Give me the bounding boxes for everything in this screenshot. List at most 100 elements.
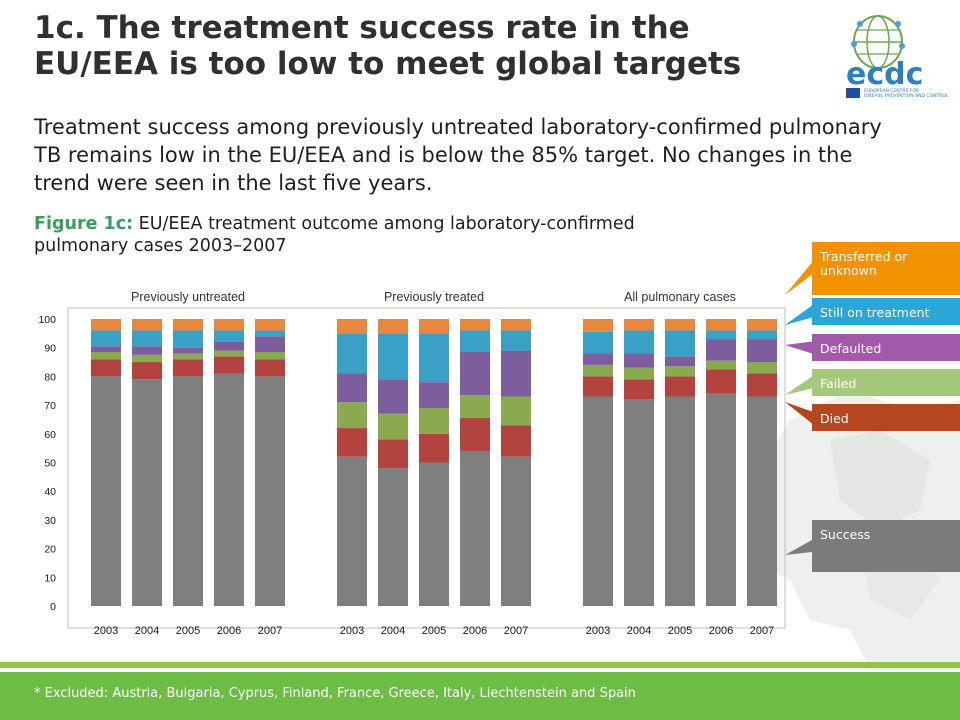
bar-segment [665, 319, 695, 331]
bar-segment [501, 396, 531, 426]
bar-segment [378, 439, 408, 469]
legend-item: Defaulted [812, 334, 960, 361]
plot-frame [67, 307, 786, 629]
bar-segment [624, 319, 654, 331]
bar-segment [706, 319, 736, 331]
bar-segment [255, 336, 285, 353]
footnote-bar: * Excluded: Austria, Bulgaria, Cyprus, F… [0, 672, 960, 720]
bar-segment [214, 356, 244, 374]
figure-caption: Figure 1c: EU/EEA treatment outcome amon… [34, 213, 674, 257]
bar-segment [214, 373, 244, 606]
bar-segment [460, 395, 490, 419]
globe-icon [851, 15, 905, 69]
bar-segment [419, 333, 449, 383]
slide-subtitle: Treatment success among previously untre… [34, 115, 882, 195]
bar-segment [501, 425, 531, 457]
bar-segment [91, 330, 121, 347]
bar-segment [337, 373, 367, 403]
bar-segment [460, 418, 490, 452]
bar-segment [747, 330, 777, 340]
bar-segment [460, 319, 490, 331]
legend-label: Success [820, 527, 871, 542]
bar-segment [624, 367, 654, 380]
bar-segment [624, 399, 654, 606]
y-tick-label: 10 [44, 572, 56, 584]
bar-segment [460, 451, 490, 606]
bar-segment [583, 396, 613, 606]
y-tick-label: 70 [44, 400, 56, 412]
bar-segment [255, 376, 285, 606]
bar-segment [214, 341, 244, 351]
bar-segment [91, 352, 121, 360]
bar-segment [173, 353, 203, 360]
legend-item: Failed [812, 369, 960, 396]
bar-segment [706, 330, 736, 340]
bar-segment [173, 319, 203, 331]
bar-segment [337, 428, 367, 457]
x-tick-label: 2003 [586, 625, 610, 637]
bar-segment [624, 353, 654, 368]
y-tick-label: 0 [50, 601, 56, 613]
bar-segment [91, 319, 121, 331]
stacked-bar-chart: 0 10 20 30 40 50 60 70 80 90 100 Previously untreat… [38, 290, 786, 637]
bar-segment [132, 362, 162, 380]
footnote-text: * Excluded: Austria, Bulgaria, Cyprus, F… [34, 686, 636, 701]
bar-segment [665, 366, 695, 377]
bar-segment [378, 319, 408, 334]
slide-title: 1c. The treatment success rate in the EU… [34, 10, 742, 82]
y-tick-label: 50 [44, 458, 56, 470]
bar-segment [91, 359, 121, 377]
panel-title: All pulmonary cases [624, 290, 736, 304]
svg-text:DISEASE PREVENTION AND CONTROL: DISEASE PREVENTION AND CONTROL [864, 93, 949, 99]
x-tick-label: 2006 [709, 625, 733, 637]
ecdc-logo: ecdc EUROPEAN CENTRE FOR DISEASE PREVENT… [846, 15, 949, 99]
legend-label: Failed [820, 376, 857, 391]
bar-segment [132, 319, 162, 331]
y-tick-label: 90 [44, 343, 56, 355]
bar-segment [419, 462, 449, 606]
bar-segment [214, 330, 244, 342]
footer-band [0, 662, 960, 668]
bar-segment [337, 319, 367, 334]
bar-segment [378, 379, 408, 414]
bar-segment [132, 379, 162, 606]
bar-segment [583, 376, 613, 397]
bar-segment [132, 354, 162, 363]
bar-segment [132, 330, 162, 347]
bar-segment [337, 333, 367, 374]
bar-segment [460, 330, 490, 353]
bar-segment [665, 396, 695, 606]
bar-segment [747, 319, 777, 331]
legend-item: Success [812, 520, 960, 572]
bar-segment [255, 352, 285, 360]
y-tick-label: 60 [44, 429, 56, 441]
x-tick-label: 2003 [340, 625, 364, 637]
bar-segment [378, 333, 408, 380]
bar-segment [91, 376, 121, 606]
bar-segment [501, 319, 531, 331]
bar-segment [583, 331, 613, 354]
bar-segment [665, 330, 695, 357]
bar-segment [173, 376, 203, 606]
bar-segment [214, 319, 244, 331]
bar-segment [378, 468, 408, 606]
x-tick-label: 2003 [94, 625, 118, 637]
y-tick-label: 30 [44, 515, 56, 527]
bar-segment [747, 396, 777, 606]
bar-segment [624, 379, 654, 400]
bar-segment [747, 373, 777, 397]
y-tick-label: 80 [44, 371, 56, 383]
bar-segment [255, 330, 285, 337]
bar-segment [747, 339, 777, 363]
bar-segment [173, 359, 203, 377]
bar-segment [706, 369, 736, 394]
bar-segment [706, 393, 736, 606]
bar-segment [173, 347, 203, 354]
legend-item: Transferred or unknown [812, 242, 960, 295]
bar-segment [665, 376, 695, 397]
legend-label: Still on treatment [820, 305, 930, 320]
bar-segment [214, 350, 244, 357]
bar-segment [583, 353, 613, 365]
bar-segment [91, 346, 121, 353]
legend-label: Transferred or unknown [820, 249, 908, 278]
